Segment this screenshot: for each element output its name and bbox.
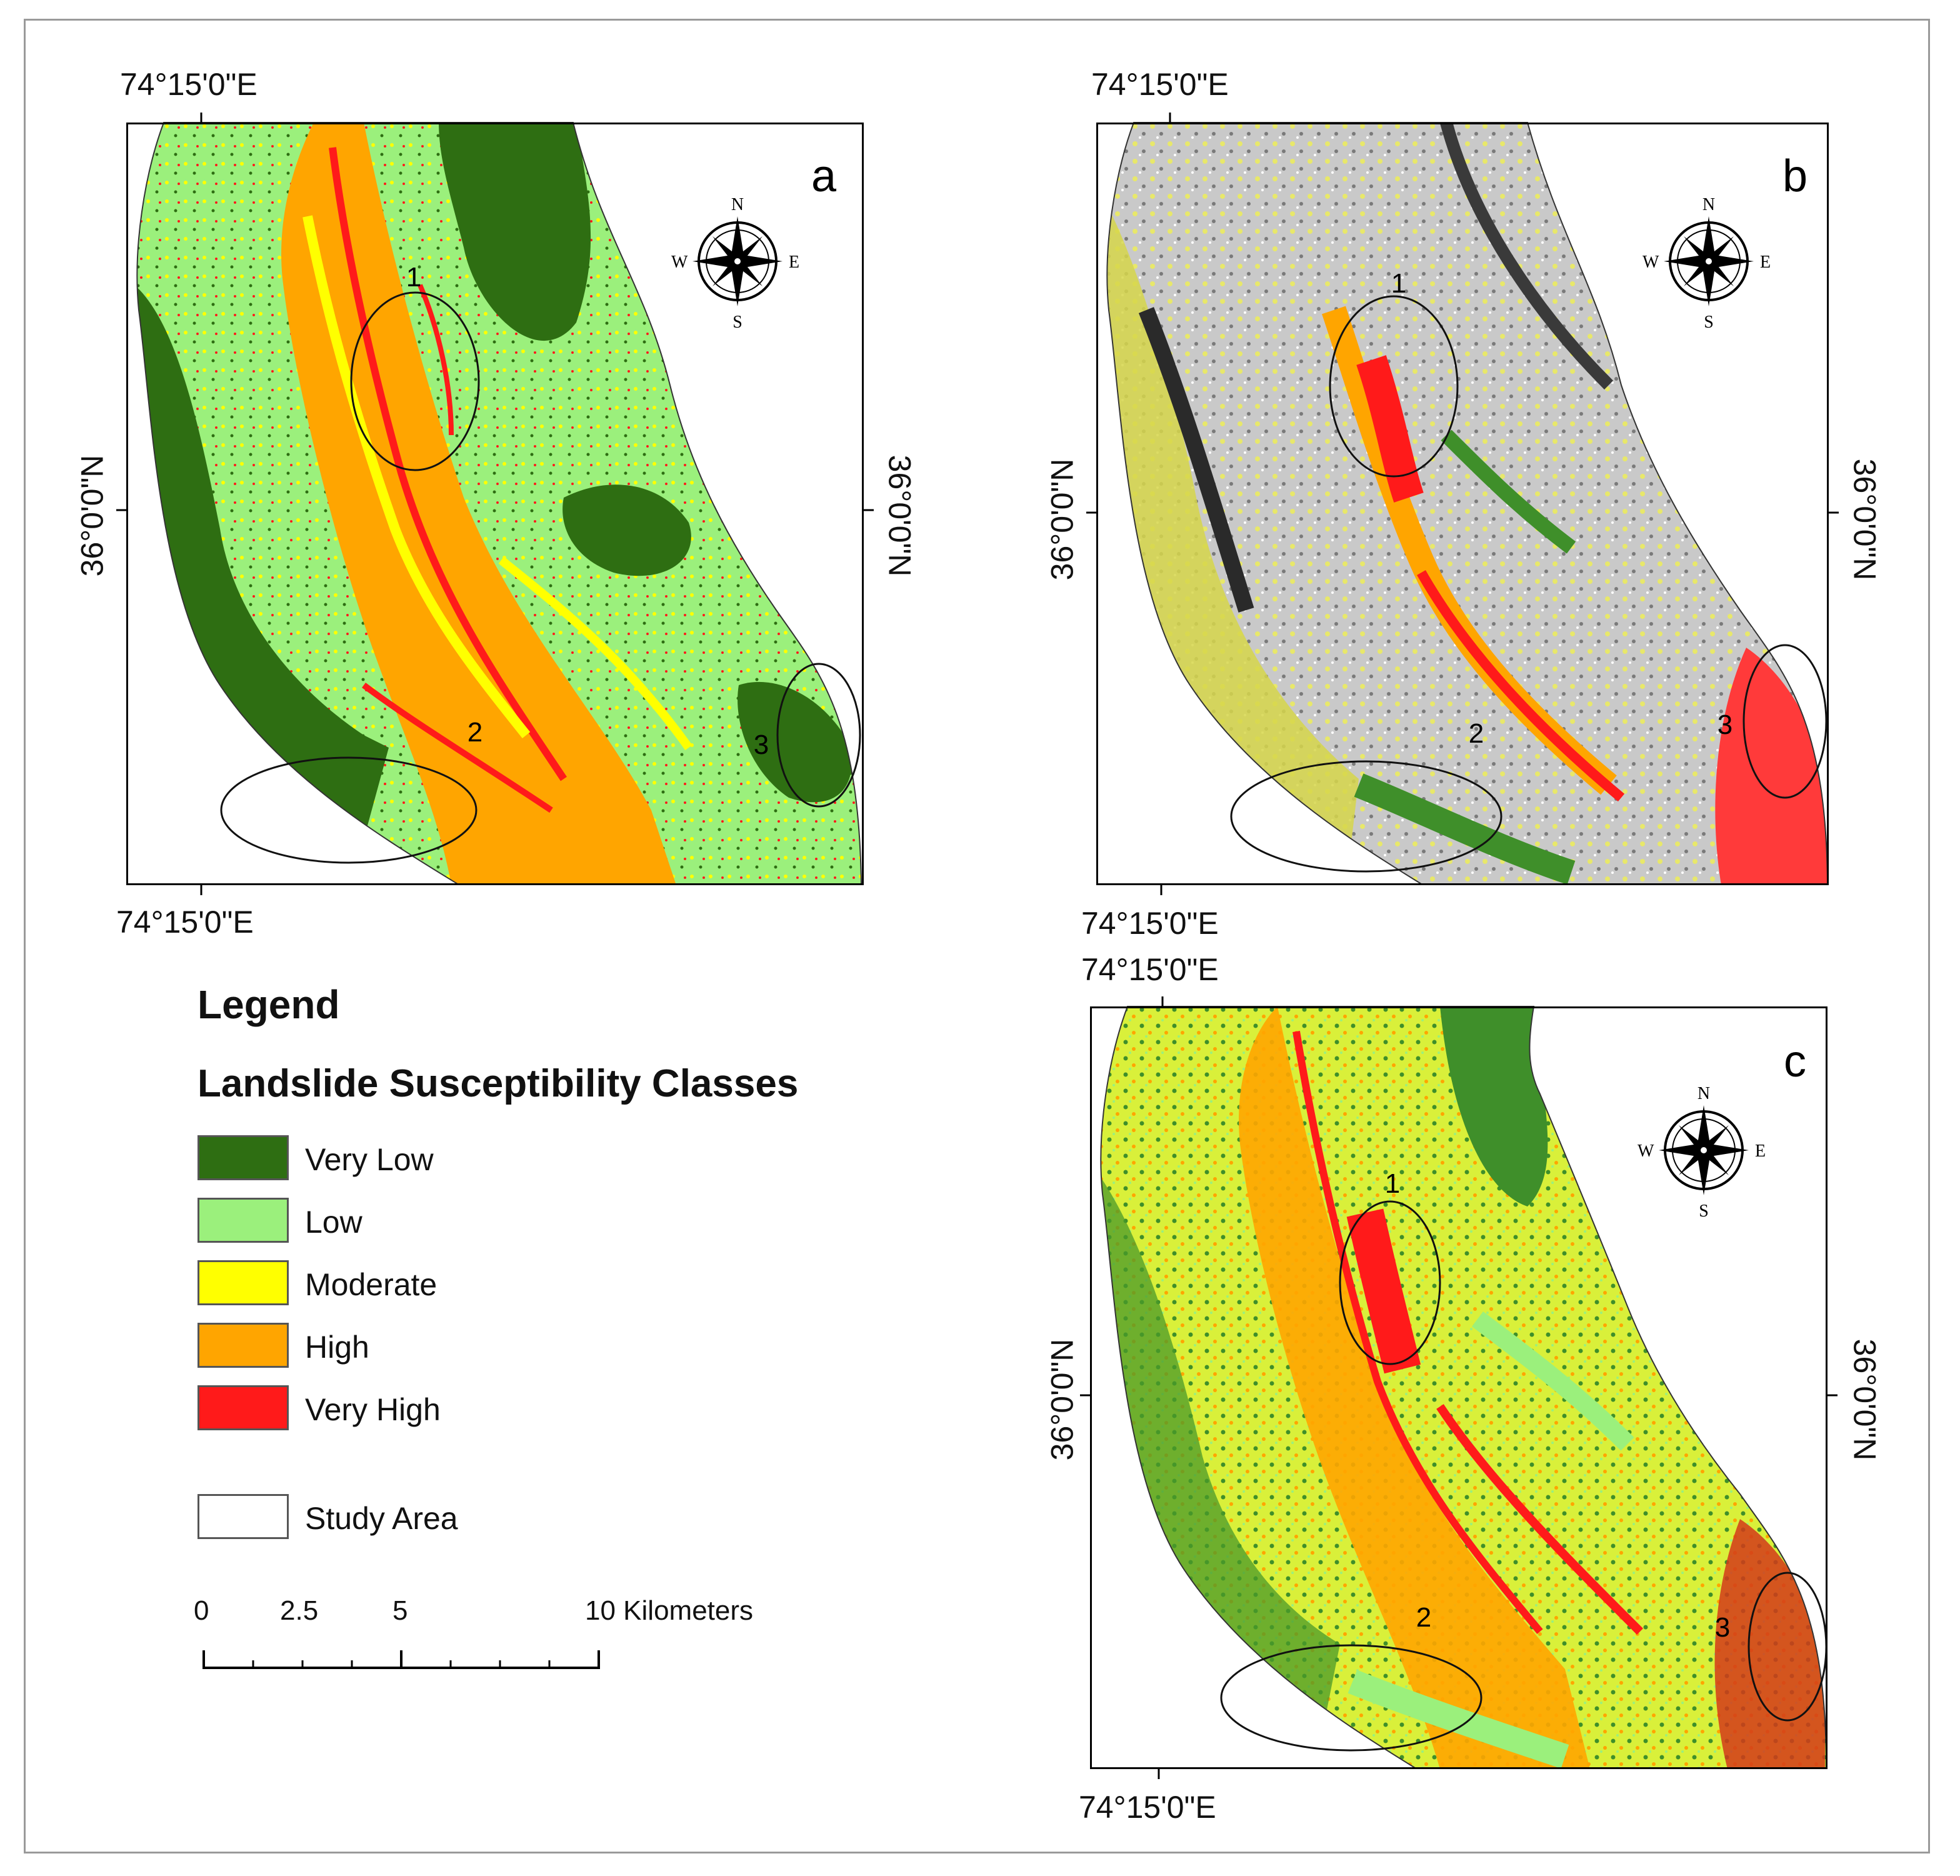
legend-swatch <box>198 1135 289 1180</box>
zone-label-c-2: 2 <box>1416 1602 1431 1633</box>
compass-w: W <box>1638 1141 1654 1161</box>
legend-label: Study Area <box>305 1501 458 1536</box>
zone-ellipses-c <box>1220 1200 1828 1752</box>
compass-rose-icon: N S E W <box>671 195 799 332</box>
zone-label-a-1: 1 <box>406 262 421 293</box>
legend-item-moderate: Moderate <box>198 1260 760 1308</box>
map-panel-a: 1 2 3 a N S E W <box>116 113 874 895</box>
zone-label-a-3: 3 <box>754 730 769 760</box>
zone-label-a-2: 2 <box>468 717 482 748</box>
map-frame-c <box>1090 1006 1828 1769</box>
legend-item-high: High <box>198 1323 760 1370</box>
lat-right-c: 36°0'0"N <box>1847 1338 1882 1461</box>
zone-label-c-1: 1 <box>1385 1168 1400 1199</box>
panel-letter-b: b <box>1782 151 1808 201</box>
lat-right-a: 36°0'0"N <box>882 454 918 577</box>
lat-left-c: 36°0'0"N <box>1044 1338 1080 1461</box>
lon-bottom-a: 74°15'0"E <box>116 905 254 940</box>
scale-label-5: 5 <box>392 1595 408 1626</box>
legend-label: Very Low <box>305 1142 434 1177</box>
legend: Legend Landslide Susceptibility Classes … <box>198 981 885 1700</box>
compass-n: N <box>1698 1084 1710 1103</box>
legend-label: Very High <box>305 1392 441 1427</box>
scale-label-0: 0 <box>194 1595 209 1626</box>
compass-n: N <box>1702 195 1715 214</box>
map-panel-b: 1 2 3 b N S E W <box>1086 113 1839 895</box>
legend-swatch <box>198 1323 289 1368</box>
map-frame-a <box>126 123 864 885</box>
legend-swatch <box>198 1494 289 1539</box>
compass-w: W <box>671 253 688 272</box>
panel-letter-a: a <box>811 151 837 201</box>
zone-label-b-3: 3 <box>1718 710 1732 740</box>
lat-left-a: 36°0'0"N <box>74 454 110 577</box>
legend-swatch <box>198 1198 289 1243</box>
compass-w: W <box>1642 253 1659 272</box>
outer-frame <box>24 19 1930 1853</box>
compass-e: E <box>789 253 799 272</box>
lon-top-c: 74°15'0"E <box>1081 952 1219 987</box>
map-frame-b <box>1096 123 1829 885</box>
lon-top-b: 74°15'0"E <box>1091 67 1229 102</box>
legend-item-very-high: Very High <box>198 1385 760 1433</box>
zone-ellipses-a <box>220 291 861 864</box>
lat-left-b: 36°0'0"N <box>1044 458 1080 581</box>
compass-e: E <box>1760 253 1771 272</box>
scale-label-2-5: 2.5 <box>280 1595 319 1626</box>
legend-swatch <box>198 1260 289 1305</box>
legend-label: Moderate <box>305 1267 438 1302</box>
zone-ellipses-b <box>1230 295 1828 873</box>
legend-subtitle: Landslide Susceptibility Classes <box>198 1062 799 1105</box>
compass-n: N <box>731 195 744 214</box>
legend-item-low: Low <box>198 1198 760 1245</box>
compass-rose-icon: N S E W <box>1638 1084 1766 1221</box>
compass-s: S <box>1704 313 1714 332</box>
susceptibility-raster-b <box>1107 123 1828 884</box>
panel-letter-c: c <box>1784 1036 1806 1086</box>
scale-bar: 0 2.5 5 10 Kilometers <box>194 1595 822 1683</box>
legend-item-study-area: Study Area <box>198 1494 760 1542</box>
zone-label-b-1: 1 <box>1391 268 1406 299</box>
compass-s: S <box>1699 1201 1709 1221</box>
compass-rose-icon: N S E W <box>1642 195 1771 332</box>
susceptibility-raster-a <box>137 123 862 884</box>
lat-right-b: 36°0'0"N <box>1847 458 1882 581</box>
lon-top-a: 74°15'0"E <box>120 67 258 102</box>
zone-label-b-2: 2 <box>1469 718 1484 749</box>
lon-bottom-b: 74°15'0"E <box>1081 906 1219 941</box>
legend-label: Low <box>305 1205 362 1240</box>
scale-label-10: 10 Kilometers <box>585 1595 754 1626</box>
lon-bottom-c: 74°15'0"E <box>1079 1790 1216 1825</box>
susceptibility-raster-c <box>1101 1006 1827 1768</box>
legend-title: Legend <box>198 982 340 1027</box>
legend-swatch <box>198 1385 289 1430</box>
compass-s: S <box>732 313 742 332</box>
compass-e: E <box>1755 1141 1766 1161</box>
zone-label-c-3: 3 <box>1715 1612 1730 1643</box>
scale-bar-graphic <box>202 1650 600 1669</box>
legend-item-very-low: Very Low <box>198 1135 760 1183</box>
legend-label: High <box>305 1330 369 1365</box>
map-panel-c: 1 2 3 c N S E W <box>1080 996 1838 1779</box>
